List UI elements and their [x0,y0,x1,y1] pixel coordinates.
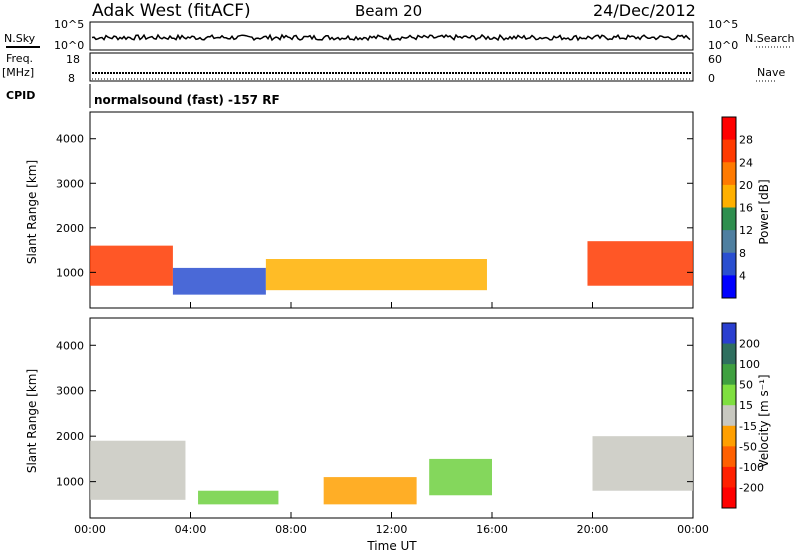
x-tick-label: 00:00 [677,523,709,536]
power-ytick-label: 3000 [56,177,84,190]
title-left: Adak West (fitACF) [92,1,251,21]
velocity-echo-band-4 [592,436,693,491]
power-colorbar-tick: 4 [739,269,746,282]
nave-label: Nave [757,66,785,79]
velocity-echo-band-0 [90,440,186,500]
x-axis-label: Time UT [366,539,417,553]
velocity-colorbar-tick: 200 [739,338,760,351]
x-tick-label: 04:00 [175,523,207,536]
power-colorbar-tick: 28 [739,134,753,147]
velocity-ytick-label: 1000 [56,476,84,489]
power-colorbar-frame [721,116,737,299]
nsearch-tick-low: 10^0 [708,39,738,52]
power-colorbar-tick: 8 [739,247,746,260]
nsky-tick-high: 10^5 [54,18,84,31]
power-ytick-label: 2000 [56,222,84,235]
velocity-ytick-label: 2000 [56,430,84,443]
power-colorbar-swatch [722,207,736,231]
freq-label: Freq. [6,52,33,65]
nsearch-tick-high: 10^5 [708,18,738,31]
velocity-colorbar-swatch [722,323,736,345]
power-echo-band-2 [265,259,487,291]
power-colorbar-swatch [722,230,736,254]
velocity-colorbar-tick: -200 [739,481,764,494]
title-center: Beam 20 [355,2,422,20]
velocity-echo-band-2 [323,477,417,505]
power-echo-band-0 [90,245,173,286]
velocity-colorbar-label: Velocity [m s⁻¹] [757,374,771,467]
title-right: 24/Dec/2012 [593,1,696,20]
nsky-tick-low: 10^0 [54,39,84,52]
nave-tick-high: 60 [708,53,722,66]
velocity-colorbar-swatch [722,364,736,386]
cpid-label: CPID [6,89,35,102]
freq-panel-frame [89,52,694,82]
nsky-trace [91,33,691,42]
power-colorbar-swatch [722,252,736,276]
velocity-colorbar-swatch [722,446,736,468]
velocity-colorbar-frame [721,322,737,509]
velocity-colorbar-swatch [722,384,736,406]
power-colorbar-tick: 24 [739,156,753,169]
power-colorbar-swatch [722,139,736,163]
nsky-label: N.Sky [4,32,36,45]
power-colorbar-tick: 20 [739,179,753,192]
power-ytick-label: 1000 [56,266,84,279]
power-ytick-label: 4000 [56,133,84,146]
velocity-colorbar-swatch [722,466,736,488]
power-colorbar-tick: 12 [739,224,753,237]
velocity-colorbar-tick: -15 [739,420,757,433]
noise-panel-frame [89,21,694,51]
power-echo-band-3 [587,241,693,286]
x-tick-label: 00:00 [74,523,106,536]
power-colorbar-tick: 16 [739,202,753,215]
velocity-colorbar-swatch [722,487,736,509]
power-colorbar-swatch [722,162,736,186]
velocity-colorbar-swatch [722,425,736,447]
x-tick-label: 08:00 [275,523,307,536]
x-tick-label: 16:00 [476,523,508,536]
velocity-colorbar-tick: 100 [739,358,760,371]
velocity-echo-band-1 [198,490,279,505]
nave-tick-low: 0 [708,72,715,85]
velocity-colorbar-tick: -50 [739,440,757,453]
freq-tick-high: 18 [66,53,80,66]
power-ylabel: Slant Range [km] [25,160,39,264]
power-colorbar-swatch [722,117,736,141]
velocity-colorbar-tick: 50 [739,379,753,392]
freq-tick-low: 8 [68,72,75,85]
velocity-ytick-label: 4000 [56,339,84,352]
power-colorbar-swatch [722,184,736,208]
velocity-ylabel: Slant Range [km] [25,369,39,473]
velocity-colorbar-swatch [722,405,736,427]
freq-unit-label: [MHz] [2,66,34,79]
x-tick-label: 20:00 [577,523,609,536]
power-colorbar-swatch [722,275,736,299]
x-tick-label: 12:00 [376,523,408,536]
velocity-colorbar-tick: -100 [739,461,764,474]
velocity-echo-band-3 [429,458,492,496]
nsearch-label: N.Search [745,32,795,45]
velocity-colorbar-swatch [722,343,736,365]
power-echo-band-1 [172,267,266,295]
power-colorbar-label: Power [dB] [757,179,771,244]
velocity-colorbar-tick: 15 [739,399,753,412]
cpid-text: normalsound (fast) -157 RF [94,93,280,107]
velocity-ytick-label: 3000 [56,385,84,398]
